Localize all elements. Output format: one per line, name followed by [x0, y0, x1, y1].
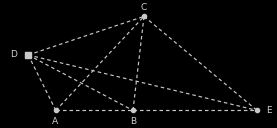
Text: D: D [10, 50, 17, 60]
Text: E: E [266, 106, 272, 115]
Text: B: B [130, 117, 136, 126]
Text: C: C [141, 3, 147, 12]
Text: A: A [52, 117, 58, 126]
